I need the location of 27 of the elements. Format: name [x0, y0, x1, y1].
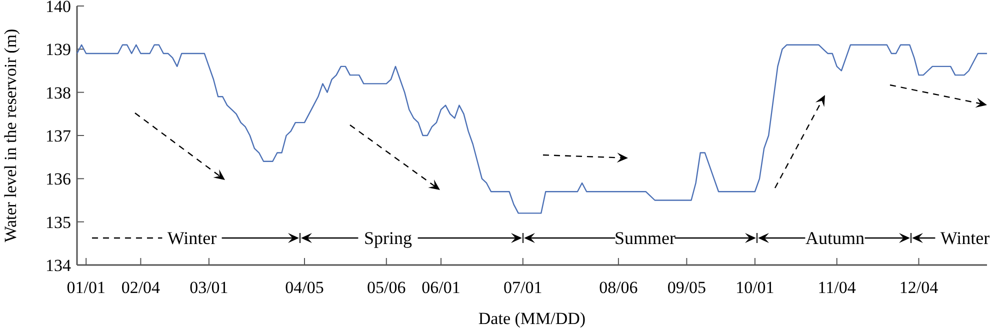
x-tick-label: 08/06	[599, 278, 638, 297]
y-tick-label: 139	[46, 40, 71, 60]
x-tick-label: 06/01	[422, 278, 460, 297]
x-axis-title: Date (MM/DD)	[478, 309, 586, 328]
annotation: Summer	[614, 228, 676, 248]
x-tick-label: 10/01	[736, 278, 774, 297]
y-tick-label: 137	[46, 126, 72, 146]
x-tick-label: 12/04	[899, 278, 939, 297]
y-tick-label: 138	[46, 83, 71, 102]
annotation: Winter	[940, 228, 990, 248]
x-tick-label: 01/01	[66, 278, 106, 297]
y-tick-label: 140	[46, 0, 71, 16]
x-tick-label: 05/06	[367, 278, 406, 297]
x-tick-label: 09/05	[667, 278, 706, 297]
x-tick-label: 04/05	[285, 278, 324, 297]
y-axis-title: Water level in the reservoir (m)	[1, 28, 20, 242]
y-tick-label: 136	[46, 170, 71, 189]
x-tick-label: 11/04	[818, 278, 856, 297]
line-series	[76, 44, 988, 214]
x-tick-label: 07/01	[504, 278, 542, 297]
annotation: Winter	[167, 228, 217, 248]
y-tick-label: 135	[46, 212, 71, 232]
y-tick-label: 134	[46, 256, 72, 275]
x-tick-label: 02/04	[121, 278, 161, 297]
annotation: Autumn	[805, 228, 865, 248]
annotation: Spring	[364, 228, 412, 248]
x-tick-label: 03/01	[190, 278, 228, 297]
